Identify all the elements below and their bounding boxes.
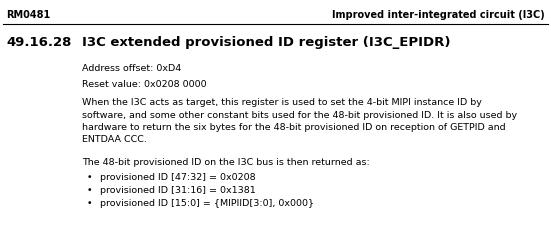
Text: hardware to return the six bytes for the 48-bit provisioned ID on reception of G: hardware to return the six bytes for the… xyxy=(82,123,506,132)
Text: 49.16.28: 49.16.28 xyxy=(6,36,72,49)
Text: The 48-bit provisioned ID on the I3C bus is then returned as:: The 48-bit provisioned ID on the I3C bus… xyxy=(82,158,370,167)
Text: When the I3C acts as target, this register is used to set the 4-bit MIPI instanc: When the I3C acts as target, this regist… xyxy=(82,98,482,107)
Text: software, and some other constant bits used for the 48-bit provisioned ID. It is: software, and some other constant bits u… xyxy=(82,110,517,120)
Text: I3C extended provisioned ID register (I3C_EPIDR): I3C extended provisioned ID register (I3… xyxy=(82,36,451,49)
Text: •: • xyxy=(87,173,93,181)
Text: •: • xyxy=(87,186,93,195)
Text: provisioned ID [15:0] = {MIPIID[3:0], 0x000}: provisioned ID [15:0] = {MIPIID[3:0], 0x… xyxy=(100,200,314,208)
Text: provisioned ID [31:16] = 0x1381: provisioned ID [31:16] = 0x1381 xyxy=(100,186,256,195)
Text: Improved inter-integrated circuit (I3C): Improved inter-integrated circuit (I3C) xyxy=(332,10,545,20)
Text: provisioned ID [47:32] = 0x0208: provisioned ID [47:32] = 0x0208 xyxy=(100,173,256,181)
Text: Address offset: 0xD4: Address offset: 0xD4 xyxy=(82,64,181,73)
Text: Reset value: 0x0208 0000: Reset value: 0x0208 0000 xyxy=(82,80,207,89)
Text: •: • xyxy=(87,200,93,208)
Text: ENTDAA CCC.: ENTDAA CCC. xyxy=(82,136,147,145)
Text: RM0481: RM0481 xyxy=(6,10,50,20)
